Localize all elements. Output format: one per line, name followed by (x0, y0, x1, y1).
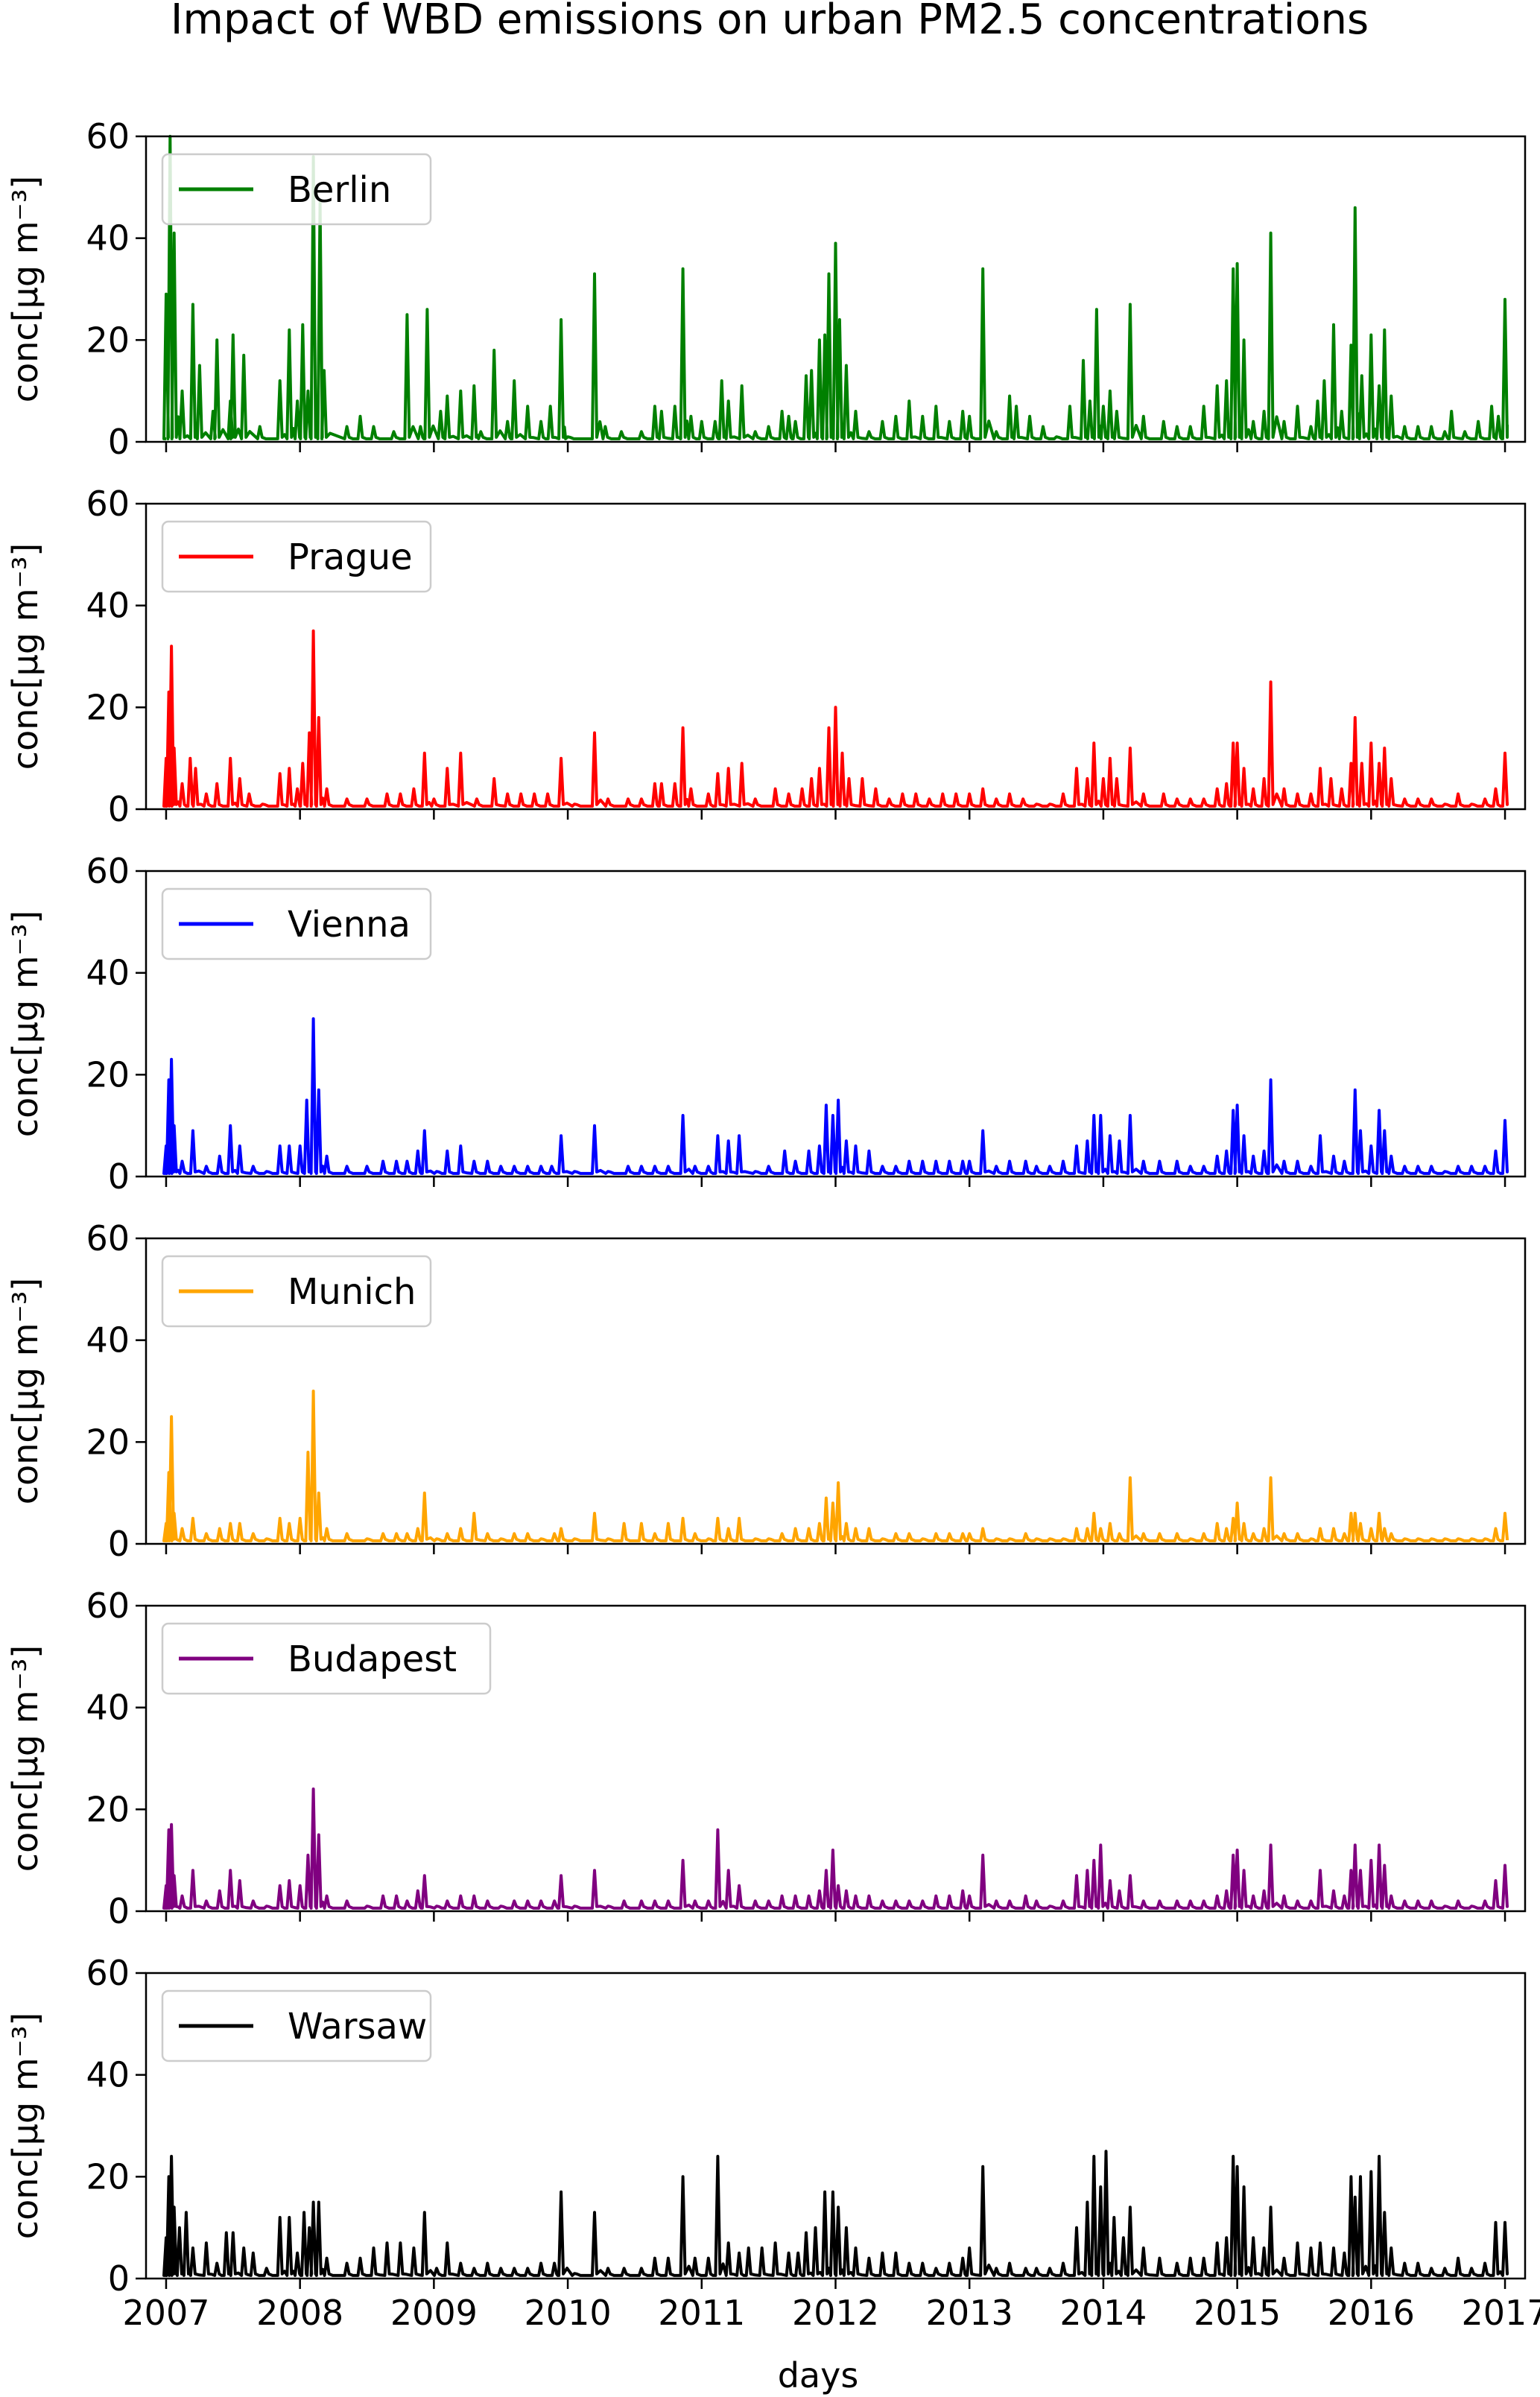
y-tick-label: 20 (86, 1789, 130, 1829)
y-tick-label: 60 (86, 116, 130, 156)
x-tick-label: 2012 (792, 2293, 879, 2333)
plot-frame (145, 870, 1527, 1178)
series-line-warsaw (162, 2150, 1509, 2277)
chart-panels: 0 20 40 60 conc[µg m⁻³] Berlin 0 20 40 60 conc[µg … (5, 116, 1527, 2299)
legend-box (161, 1989, 432, 2062)
series-line-budapest (162, 1788, 1509, 1910)
legend-label: Vienna (288, 904, 411, 946)
plot-frame (145, 135, 1527, 443)
x-tick-label: 2017 (1462, 2293, 1540, 2333)
y-tick-label: 40 (86, 586, 130, 626)
panel-munich: 0 20 40 60 conc[µg m⁻³] Munich (5, 1218, 1527, 1564)
legend: Budapest (161, 1622, 492, 1695)
y-tick-label: 0 (108, 1524, 130, 1564)
series-line-munich (162, 1390, 1509, 1542)
legend-label: Budapest (288, 1638, 457, 1680)
y-tick-label: 0 (108, 2258, 130, 2299)
series-line-vienna (162, 1017, 1509, 1175)
panel-vienna: 0 20 40 60 conc[µg m⁻³] Vienna (5, 851, 1527, 1197)
x-tick-label: 2010 (525, 2293, 612, 2333)
y-axis-label: conc[µg m⁻³] (5, 1645, 45, 1872)
plot-frame (145, 1604, 1527, 1913)
plot-frame (145, 502, 1527, 811)
legend-box (161, 887, 432, 960)
legend-box (161, 1255, 432, 1328)
y-tick-label: 40 (86, 1320, 130, 1361)
x-tick-label: 2013 (926, 2293, 1013, 2333)
y-tick-label: 20 (86, 320, 130, 360)
y-tick-label: 20 (86, 2156, 130, 2197)
x-tick-label: 2009 (390, 2293, 478, 2333)
y-tick-label: 20 (86, 1054, 130, 1095)
x-tick-label: 2016 (1328, 2293, 1415, 2333)
legend-label: Munich (288, 1271, 416, 1313)
y-tick-label: 60 (86, 1953, 130, 1993)
y-tick-label: 40 (86, 1688, 130, 1728)
legend-box (161, 1622, 492, 1695)
legend: Berlin (161, 153, 432, 226)
series-line-berlin (162, 135, 1509, 440)
x-tick-label: 2011 (658, 2293, 745, 2333)
x-tick-label: 2008 (256, 2293, 343, 2333)
y-tick-label: 20 (86, 687, 130, 727)
x-tick-label: 2015 (1194, 2293, 1281, 2333)
x-axis-label: days (778, 2355, 859, 2396)
y-tick-label: 60 (86, 484, 130, 524)
panel-berlin: 0 20 40 60 conc[µg m⁻³] Berlin (5, 116, 1527, 462)
y-axis-label: conc[µg m⁻³] (5, 911, 45, 1137)
y-tick-label: 40 (86, 2055, 130, 2095)
y-tick-label: 40 (86, 218, 130, 259)
x-tick-label: 2007 (122, 2293, 209, 2333)
y-axis-label: conc[µg m⁻³] (5, 176, 45, 402)
legend-label: Warsaw (288, 2006, 427, 2048)
y-axis-label: conc[µg m⁻³] (5, 2013, 45, 2239)
legend-label: Prague (288, 536, 413, 578)
x-tick-label: 2014 (1059, 2293, 1147, 2333)
y-tick-label: 0 (108, 789, 130, 829)
y-tick-label: 0 (108, 1156, 130, 1197)
legend-label: Berlin (288, 169, 391, 211)
y-axis-label: conc[µg m⁻³] (5, 1278, 45, 1504)
panel-prague: 0 20 40 60 conc[µg m⁻³] Prague (5, 484, 1527, 829)
chart-title: Impact of WBD emissions on urban PM2.5 c… (171, 0, 1369, 44)
panel-warsaw: 0 20 40 60 conc[µg m⁻³] Warsaw (5, 1953, 1527, 2299)
legend-box (161, 520, 432, 593)
legend-box (161, 153, 432, 226)
legend: Vienna (161, 887, 432, 960)
y-tick-label: 0 (108, 1891, 130, 1931)
y-tick-label: 0 (108, 422, 130, 462)
plot-frame (145, 1237, 1527, 1545)
series-line-prague (162, 629, 1509, 808)
x-axis: 2007 2008 2009 2010 2011 2012 2013 2014 2015 2016… (122, 2293, 1540, 2333)
panel-budapest: 0 20 40 60 conc[µg m⁻³] Budapest (5, 1586, 1527, 1931)
y-axis-label: conc[µg m⁻³] (5, 543, 45, 770)
y-tick-label: 40 (86, 953, 130, 993)
y-tick-label: 20 (86, 1422, 130, 1462)
legend: Munich (161, 1255, 432, 1328)
y-tick-label: 60 (86, 851, 130, 891)
y-tick-label: 60 (86, 1586, 130, 1626)
plot-frame (145, 1972, 1527, 2280)
legend: Warsaw (161, 1989, 432, 2062)
y-tick-label: 60 (86, 1218, 130, 1258)
legend: Prague (161, 520, 432, 593)
